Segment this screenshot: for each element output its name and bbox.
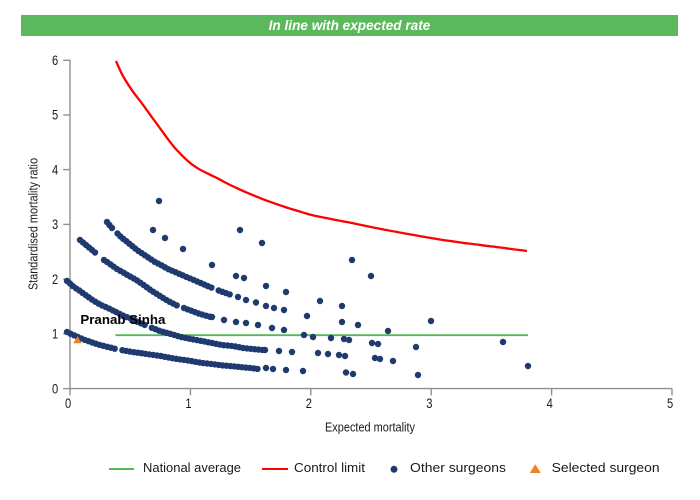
- svg-text:Other surgeons: Other surgeons: [410, 460, 506, 475]
- svg-text:0: 0: [65, 396, 71, 411]
- svg-text:5: 5: [52, 108, 58, 123]
- svg-text:Control limit: Control limit: [294, 460, 365, 475]
- svg-text:1: 1: [185, 396, 191, 411]
- svg-text:Pranab Sinha: Pranab Sinha: [80, 312, 166, 327]
- svg-text:Standardised mortality ratio: Standardised mortality ratio: [26, 158, 41, 290]
- svg-text:0: 0: [52, 381, 58, 396]
- svg-text:6: 6: [52, 53, 58, 68]
- svg-text:5: 5: [667, 396, 673, 411]
- svg-text:2: 2: [306, 396, 312, 411]
- svg-text:4: 4: [547, 396, 554, 411]
- svg-text:4: 4: [52, 162, 59, 177]
- svg-text:2: 2: [52, 272, 58, 287]
- svg-text:3: 3: [426, 396, 432, 411]
- svg-text:1: 1: [52, 327, 58, 342]
- svg-text:Selected surgeon: Selected surgeon: [552, 460, 660, 475]
- svg-text:Expected mortality: Expected mortality: [325, 420, 415, 435]
- svg-text:National average: National average: [143, 460, 241, 475]
- svg-text:3: 3: [52, 217, 58, 232]
